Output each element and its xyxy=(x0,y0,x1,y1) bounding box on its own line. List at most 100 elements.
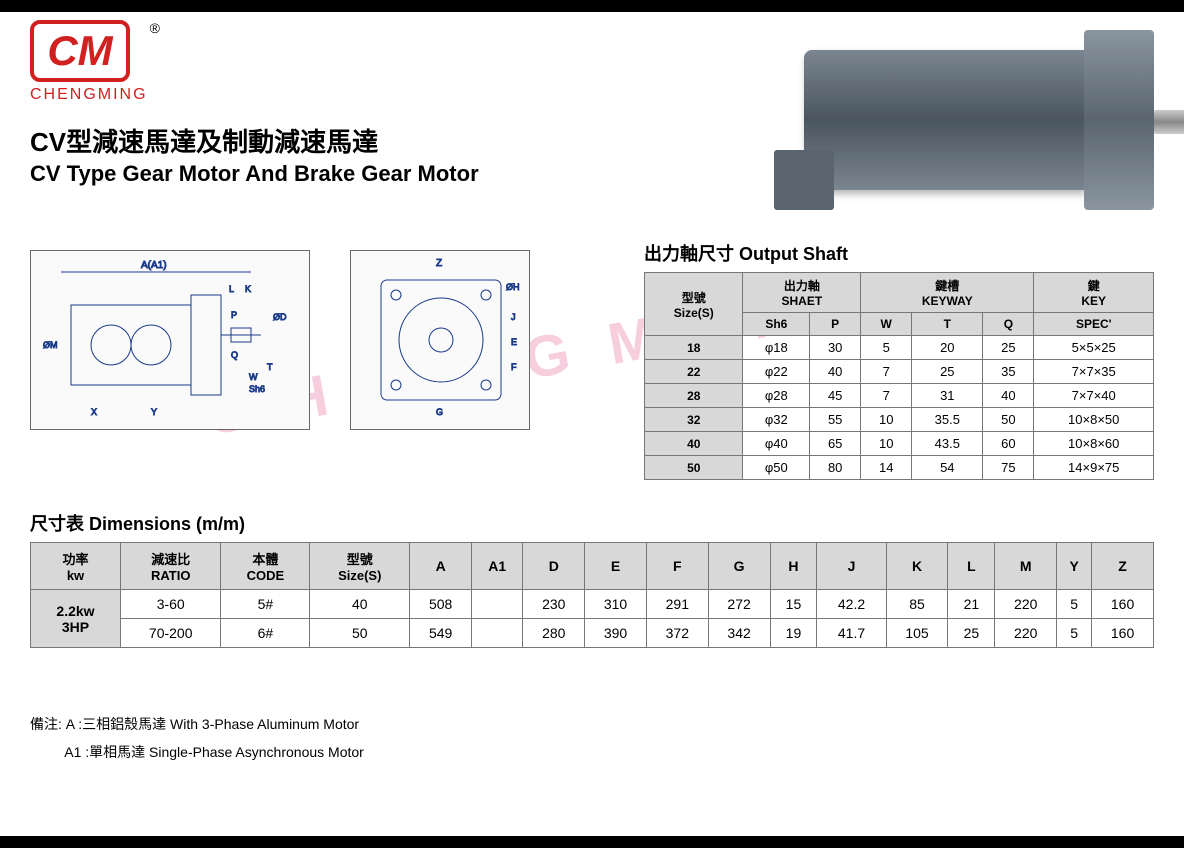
table-cell: 80 xyxy=(810,456,861,480)
note-a: A :三相鋁殼馬達 With 3-Phase Aluminum Motor xyxy=(66,716,359,732)
side-view-diagram: A(A1) L K P Q ØM X Y ØD T W Sh6 xyxy=(30,250,310,430)
product-photo xyxy=(744,20,1144,220)
table-cell: 30 xyxy=(810,336,861,360)
svg-text:P: P xyxy=(231,310,237,320)
front-view-diagram: Z ØH J E F G xyxy=(350,250,530,430)
dim-header: G xyxy=(708,543,770,590)
table-cell: 160 xyxy=(1092,590,1154,619)
table-cell: φ22 xyxy=(743,360,810,384)
dim-header: E xyxy=(585,543,647,590)
svg-text:J: J xyxy=(511,312,516,322)
shaft-table-title: 出力軸尺寸 Output Shaft xyxy=(644,240,1154,266)
table-cell: 10×8×50 xyxy=(1034,408,1154,432)
table-cell: 7×7×40 xyxy=(1034,384,1154,408)
table-cell: 7 xyxy=(861,384,912,408)
table-cell: 5 xyxy=(1057,619,1092,648)
output-shaft-table: 型號Size(S)出力軸SHAET鍵槽KEYWAY鍵KEY Sh6PWTQSPE… xyxy=(644,272,1154,480)
bottom-black-bar xyxy=(0,836,1184,848)
table-cell: 41.7 xyxy=(817,619,886,648)
dim-header: H xyxy=(770,543,817,590)
table-cell: 5 xyxy=(1057,590,1092,619)
note-a1: A1 :單相馬達 Single-Phase Asynchronous Motor xyxy=(64,744,364,760)
table-cell: 60 xyxy=(983,432,1034,456)
table-cell: 105 xyxy=(886,619,948,648)
table-cell: 43.5 xyxy=(912,432,983,456)
dim-header: A xyxy=(410,543,472,590)
dimensions-title: 尺寸表 Dimensions (m/m) xyxy=(30,510,1154,536)
table-cell: 272 xyxy=(708,590,770,619)
table-cell: φ18 xyxy=(743,336,810,360)
table-row: 2.2kw3HP3-605#405082303102912721542.2852… xyxy=(31,590,1154,619)
table-cell: 160 xyxy=(1092,619,1154,648)
table-cell: 14 xyxy=(861,456,912,480)
table-cell: φ28 xyxy=(743,384,810,408)
table-cell: 70-200 xyxy=(121,619,221,648)
table-cell: 230 xyxy=(523,590,585,619)
shaft-header-group: 型號Size(S) xyxy=(645,273,743,336)
svg-text:ØD: ØD xyxy=(273,312,287,322)
table-cell xyxy=(472,619,523,648)
dimensions-table: 功率kw減速比RATIO本體CODE型號Size(S)AA1DEFGHJKLMY… xyxy=(30,542,1154,648)
table-cell: 25 xyxy=(948,619,995,648)
table-cell: 10 xyxy=(861,432,912,456)
shaft-sub-header: P xyxy=(810,313,861,336)
table-cell: 22 xyxy=(645,360,743,384)
notes-section: 備注: A :三相鋁殼馬達 With 3-Phase Aluminum Moto… xyxy=(30,710,364,766)
dim-header: K xyxy=(886,543,948,590)
svg-text:Sh6: Sh6 xyxy=(249,384,265,394)
dim-header: 型號Size(S) xyxy=(310,543,410,590)
table-cell: φ40 xyxy=(743,432,810,456)
svg-text:ØH: ØH xyxy=(506,282,520,292)
table-cell: 40 xyxy=(810,360,861,384)
shaft-header-group: 鍵KEY xyxy=(1034,273,1154,313)
table-cell: 32 xyxy=(645,408,743,432)
dim-header: M xyxy=(995,543,1057,590)
table-cell: 220 xyxy=(995,619,1057,648)
table-cell: 45 xyxy=(810,384,861,408)
svg-text:Z: Z xyxy=(436,258,442,269)
table-cell: 5 xyxy=(861,336,912,360)
svg-text:K: K xyxy=(245,284,251,294)
table-cell: 6# xyxy=(221,619,310,648)
svg-text:X: X xyxy=(91,407,97,417)
table-cell: 310 xyxy=(585,590,647,619)
table-cell: 19 xyxy=(770,619,817,648)
dim-header: A1 xyxy=(472,543,523,590)
svg-text:Y: Y xyxy=(151,407,157,417)
svg-text:L: L xyxy=(229,284,234,294)
table-cell: 14×9×75 xyxy=(1034,456,1154,480)
svg-text:ØM: ØM xyxy=(43,340,58,350)
svg-text:A(A1): A(A1) xyxy=(141,260,167,271)
table-cell: 25 xyxy=(983,336,1034,360)
svg-text:F: F xyxy=(511,362,517,372)
table-cell: 372 xyxy=(646,619,708,648)
motor-body-illustration xyxy=(804,50,1084,190)
table-cell: 7×7×35 xyxy=(1034,360,1154,384)
table-cell: 10×8×60 xyxy=(1034,432,1154,456)
table-cell: 5×5×25 xyxy=(1034,336,1154,360)
table-cell: 3-60 xyxy=(121,590,221,619)
table-cell: 35 xyxy=(983,360,1034,384)
svg-text:T: T xyxy=(267,362,273,372)
table-cell: 50 xyxy=(310,619,410,648)
table-cell: 40 xyxy=(645,432,743,456)
table-cell: 40 xyxy=(310,590,410,619)
table-row: 28φ2845731407×7×40 xyxy=(645,384,1154,408)
power-cell: 2.2kw3HP xyxy=(31,590,121,648)
table-cell: 20 xyxy=(912,336,983,360)
registered-mark: ® xyxy=(150,20,160,36)
table-row: 70-2006#505492803903723421941.7105252205… xyxy=(31,619,1154,648)
table-cell: 35.5 xyxy=(912,408,983,432)
table-cell: 549 xyxy=(410,619,472,648)
table-cell: 15 xyxy=(770,590,817,619)
table-cell: 508 xyxy=(410,590,472,619)
shaft-sub-header: SPEC' xyxy=(1034,313,1154,336)
table-cell: 31 xyxy=(912,384,983,408)
table-cell xyxy=(472,590,523,619)
table-cell: 55 xyxy=(810,408,861,432)
table-cell: 42.2 xyxy=(817,590,886,619)
table-cell: 280 xyxy=(523,619,585,648)
dim-header: D xyxy=(523,543,585,590)
technical-diagrams: A(A1) L K P Q ØM X Y ØD T W Sh6 Z xyxy=(30,250,530,430)
brand-logo: CM xyxy=(30,20,130,82)
